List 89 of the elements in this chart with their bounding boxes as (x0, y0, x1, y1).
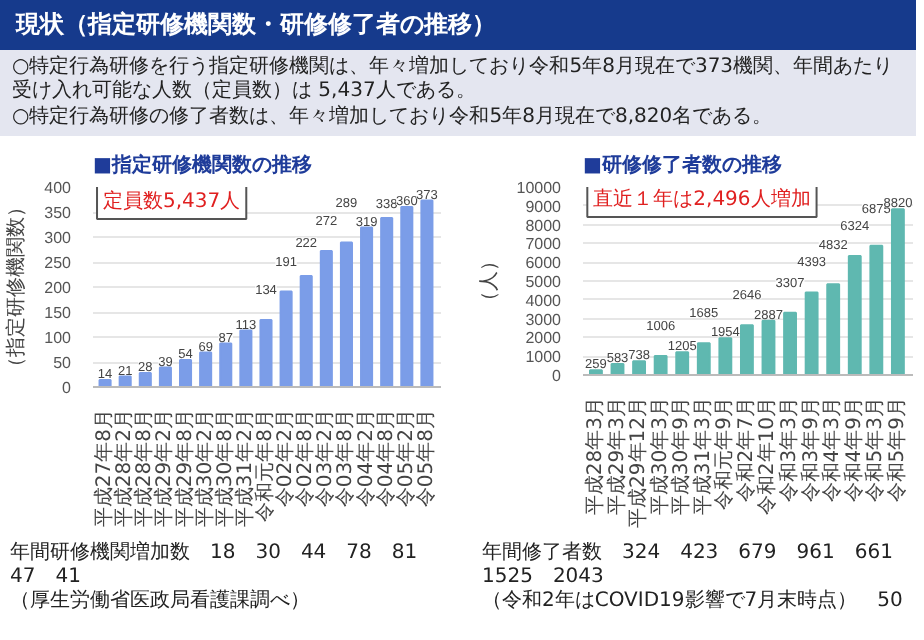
x-tick-label: 令04年2月 (353, 409, 378, 508)
bar (761, 320, 776, 376)
bar (653, 355, 668, 376)
y-tick-label: 10000 (516, 179, 563, 198)
x-tick-label: 平成30年8月 (212, 409, 237, 528)
bar (319, 250, 333, 388)
text: 年間研修機関増加数 18 30 44 78 81 47 41 (10, 542, 420, 589)
text: 現状（指定研修機関数・研修修了者の推移） (0, 0, 916, 51)
y-tick-label: 200 (44, 279, 73, 298)
bar (696, 342, 711, 376)
x-tick-label: 令和5年9月 (884, 397, 909, 503)
bar (158, 366, 172, 388)
y-tick-label: 8000 (525, 216, 563, 235)
annotation: 直近１年は2,496人増加 (593, 187, 811, 212)
y-tick-label: 1000 (525, 348, 563, 367)
text: 年間修了者数 324 423 679 961 661 1525 2043 (482, 542, 895, 589)
x-tick-label: 令02年8月 (293, 409, 318, 508)
bar (420, 199, 434, 388)
y-tick-label: 0 (62, 379, 73, 398)
y-tick-label: 100 (44, 329, 73, 348)
y-tick-label: 300 (44, 229, 73, 248)
bar (299, 275, 313, 388)
y-tick-label: 50 (53, 354, 73, 373)
x-tick-label: 令和4年3月 (820, 397, 845, 503)
y-tick-label: 5000 (525, 273, 563, 292)
y-tick-label: 7000 (525, 235, 563, 254)
x-tick-label: 平成31年2月 (232, 409, 257, 528)
bar (869, 245, 884, 376)
x-tick-label: 令和3年3月 (777, 397, 802, 503)
bar (826, 283, 841, 376)
x-tick-label: 平成29年2月 (152, 409, 177, 528)
x-tick-label: 平成31年3月 (690, 397, 715, 516)
bar (199, 351, 213, 388)
bar (259, 319, 273, 388)
x-tick-label: 令03年8月 (333, 409, 358, 508)
bar (675, 351, 690, 376)
x-tick-label: 令05年8月 (413, 409, 438, 508)
x-tick-label: 令和2年10月 (755, 397, 780, 516)
x-tick-label: 令和5年3月 (863, 397, 888, 503)
bar (339, 241, 353, 388)
annotation: 定員数5,437人 (103, 189, 241, 214)
chart-title: ■指定研修機関数の推移 (93, 153, 312, 178)
bar (279, 290, 293, 388)
x-tick-label: 令和4年9月 (841, 397, 866, 503)
x-tick-label: 令05年2月 (393, 409, 418, 508)
y-tick-label: 0 (552, 367, 563, 386)
x-tick-label: 平成29年3月 (604, 397, 629, 516)
bar (360, 226, 374, 388)
x-tick-label: 平成29年8月 (172, 409, 197, 528)
y-tick-label: 4000 (525, 292, 563, 311)
y-tick-label: 6000 (525, 254, 563, 273)
y-tick-label: 400 (44, 179, 73, 198)
x-tick-label: 平成28年3月 (582, 397, 607, 516)
bar (138, 372, 152, 388)
x-tick-label: 平成29年12月 (626, 397, 651, 529)
x-tick-label: 令和2年7月 (733, 397, 758, 503)
text: （令和2年はCOVID19影響で7月末時点） 50 (482, 590, 905, 615)
x-tick-label: 平成30年2月 (192, 409, 217, 528)
x-tick-label: 令04年8月 (373, 409, 398, 508)
bar (632, 360, 647, 376)
y-tick-label: 3000 (525, 310, 563, 329)
y-axis-title: （人） (478, 251, 501, 312)
text: ○特定行為研修の修了者数は、年々増加しており令和5年8月現在で8,820名である。 (12, 106, 775, 131)
text: （厚生労働省医政局看護課調べ） (10, 590, 312, 615)
y-tick-label: 2000 (525, 329, 563, 348)
x-tick-label: 平成30年3月 (647, 397, 672, 516)
bar (380, 217, 394, 388)
bar (219, 342, 233, 388)
y-tick-label: 9000 (525, 198, 563, 217)
bar (804, 291, 819, 376)
y-tick-label: 250 (44, 254, 73, 273)
text: ○特定行為研修を行う指定研修機関は、年々増加しており令和5年8月現在で373機関、年間あたり受け入れ可能な人数（定員数）は 5,437人である。 (12, 56, 896, 105)
bar (718, 337, 733, 376)
x-tick-label: 令03年2月 (313, 409, 338, 508)
bar (400, 206, 414, 388)
x-tick-label: 令和3年9月 (798, 397, 823, 503)
bar (847, 255, 862, 376)
y-tick-label: 150 (44, 304, 73, 323)
y-axis-title: （指定研修機関数） (4, 197, 29, 378)
x-tick-label: 平成30年9月 (669, 397, 694, 516)
x-tick-label: 令和元年9月 (712, 397, 737, 511)
bar (239, 329, 253, 388)
x-tick-label: 令和元年8月 (252, 409, 277, 523)
bar (179, 359, 193, 388)
bar (783, 312, 797, 376)
chart-title: ■研修修了者数の推移 (583, 153, 782, 178)
y-tick-label: 350 (44, 204, 73, 223)
bar (739, 324, 754, 376)
x-tick-label: 令02年2月 (273, 409, 298, 508)
